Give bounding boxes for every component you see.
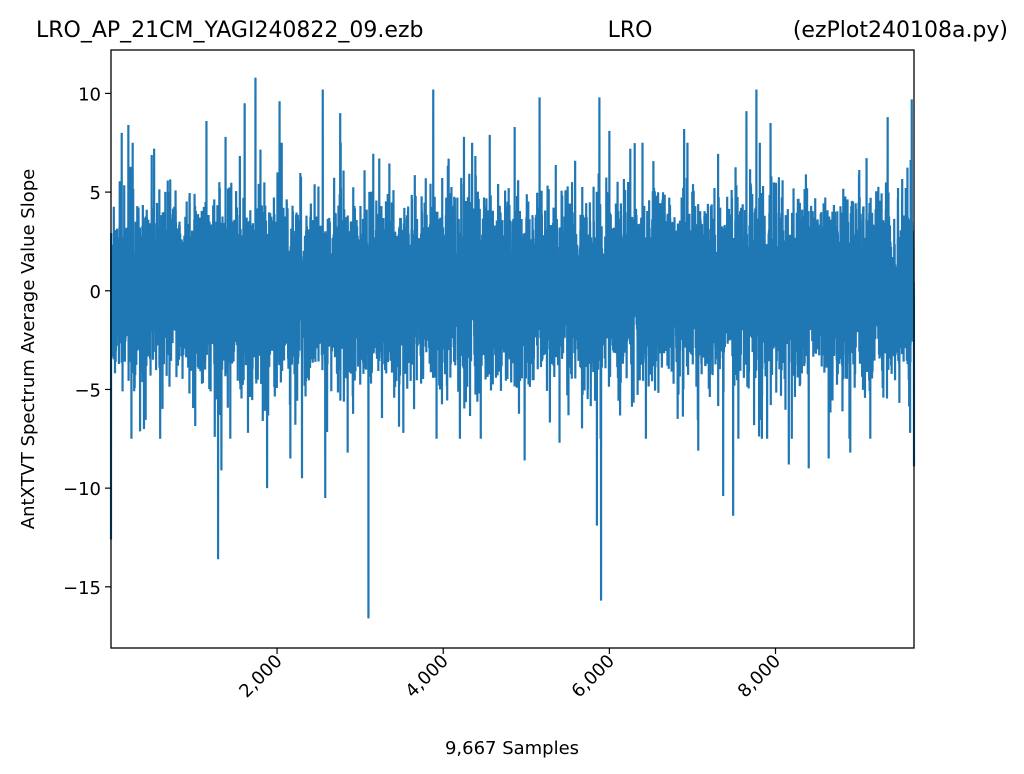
plot-frame: [110, 49, 915, 649]
series-line: [109, 77, 916, 619]
y-tick-label: −15: [63, 578, 101, 599]
series-line-group: [109, 77, 916, 619]
x-axis: 2,000 4,000 6,000 8,000: [235, 648, 785, 702]
x-axis-label: 9,667 Samples: [445, 738, 579, 759]
y-axis-label: AntXTVT Spectrum Average Value Slope: [18, 169, 39, 530]
x-tick-label: 8,000: [734, 651, 785, 702]
y-tick-label: 0: [90, 282, 101, 303]
x-tick-label: 2,000: [235, 651, 286, 702]
y-tick-label: −10: [63, 479, 101, 500]
x-tick-label: 4,000: [401, 651, 452, 702]
y-axis: 10 5 0 −5 −10 −15: [63, 84, 111, 599]
x-tick-label: 6,000: [568, 651, 619, 702]
y-tick-label: 5: [90, 183, 101, 204]
y-tick-label: −5: [74, 380, 101, 401]
y-tick-label: 10: [78, 84, 101, 105]
chart-title-site: LRO: [608, 18, 653, 43]
chart-title-script: (ezPlot240108a.py): [793, 18, 1008, 43]
chart-title-file: LRO_AP_21CM_YAGI240822_09.ezb: [36, 18, 423, 43]
